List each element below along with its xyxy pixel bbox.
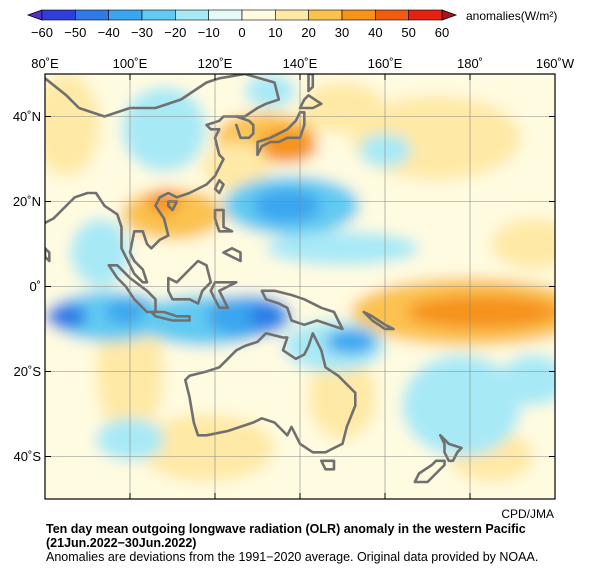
anomaly-patch — [499, 354, 555, 406]
longitude-label: 120˚E — [198, 56, 233, 71]
longitude-label: 140˚E — [283, 56, 318, 71]
colorbar-tick-label: 0 — [238, 25, 245, 40]
coastline-north-island-nz — [438, 433, 463, 463]
coastline-asia-east — [45, 74, 281, 284]
coastline-mindanao — [222, 247, 242, 263]
anomaly-patch — [249, 303, 283, 329]
grid-lines — [45, 74, 555, 499]
coastline-sulawesi — [209, 280, 238, 310]
longitude-label: 100˚E — [113, 56, 148, 71]
colorbar-swatch — [408, 9, 443, 21]
colorbar-tick-label: −10 — [198, 25, 220, 40]
anomaly-patch — [45, 74, 101, 176]
coastline-sakhalin — [307, 74, 315, 93]
anomaly-map — [45, 74, 555, 499]
colorbar-high-arrow — [441, 9, 458, 21]
map-axes: 80˚E 100˚E 120˚E 140˚E 160˚E 180˚ 160˚W 40˚N 20˚… — [13, 56, 575, 499]
colorbar-swatch — [41, 9, 76, 21]
coastline-new-guinea — [260, 289, 344, 331]
coastline-south-island-nz — [413, 459, 446, 484]
credit-label: CPD/JMA — [501, 507, 554, 521]
anomaly-patch — [45, 303, 88, 329]
coastline-tasmania — [319, 459, 336, 471]
anomaly-patch — [244, 74, 296, 108]
colorbar-tick-label: 10 — [268, 25, 282, 40]
colorbar-tick-label: −60 — [31, 25, 53, 40]
figure-note: Anomalies are deviations from the 1991−2… — [46, 550, 539, 564]
colorbar-swatch — [375, 9, 409, 21]
colorbar-tick-label: −50 — [64, 25, 86, 40]
anomaly-patch — [300, 82, 385, 134]
colorbar-tick-label: 20 — [301, 25, 315, 40]
colorbar-tick-label: −20 — [164, 25, 186, 40]
colorbar-unit-label: anomalies(W/m²) — [466, 9, 557, 23]
latitude-label: 20˚S — [14, 364, 42, 379]
anomaly-patch — [253, 188, 322, 223]
longitude-label: 80˚E — [31, 56, 59, 71]
anomaly-patch — [266, 231, 419, 266]
anomaly-patch — [138, 414, 275, 482]
coastline-java — [150, 310, 191, 322]
anomaly-patch — [491, 218, 555, 270]
coastline-australia — [184, 331, 357, 454]
color-bar-legend: −60 −50 −40 −30 −20 −10 0 10 20 30 40 50 60 — [26, 9, 458, 40]
anomaly-patch — [325, 329, 377, 355]
anomaly-patch — [308, 354, 377, 440]
coastline-korea — [235, 115, 255, 140]
colorbar-swatch — [308, 9, 343, 21]
colorbar-swatch — [341, 9, 376, 21]
colorbar-tick-label: 50 — [401, 25, 415, 40]
longitude-label: 180˚ — [457, 56, 483, 71]
longitude-label: 160˚E — [368, 56, 403, 71]
anomaly-patch — [121, 86, 207, 172]
colorbar-swatch — [275, 9, 309, 21]
colorbar-swatch — [208, 9, 243, 21]
coastline-taiwan — [213, 179, 225, 195]
colorbar-tick-label: 40 — [368, 25, 382, 40]
colorbar-swatch — [108, 9, 143, 21]
colorbar-tick-label: −40 — [98, 25, 120, 40]
coastline-hokkaido — [298, 94, 323, 110]
colorbar-swatch — [75, 9, 109, 21]
coastline-sri-lanka — [45, 247, 51, 263]
colorbar-tick-label: 60 — [435, 25, 449, 40]
colorbar-swatch — [175, 9, 209, 21]
coastline-japan-main — [256, 111, 306, 157]
anomaly-patch — [402, 354, 521, 457]
longitude-label: 160˚W — [536, 56, 575, 71]
latitude-label: 20˚N — [13, 194, 41, 209]
anomaly-patch — [70, 218, 130, 287]
colorbar-low-arrow — [26, 9, 43, 21]
latitude-label: 40˚S — [14, 449, 42, 464]
colorbar-swatch — [141, 9, 176, 21]
coastline-solomon-islands — [362, 310, 395, 331]
figure-date-range: (21Jun.2022−30Jun.2022) — [46, 536, 197, 550]
anomaly-patch — [406, 295, 555, 329]
colorbar-swatch — [241, 9, 276, 21]
coastlines — [45, 74, 463, 484]
latitude-label: 0˚ — [29, 279, 41, 294]
latitude-label: 40˚N — [13, 109, 41, 124]
colorbar-tick-label: −30 — [131, 25, 153, 40]
colorbar-tick-label: 30 — [335, 25, 349, 40]
figure-title: Ten day mean outgoing longwave radiation… — [46, 522, 526, 536]
